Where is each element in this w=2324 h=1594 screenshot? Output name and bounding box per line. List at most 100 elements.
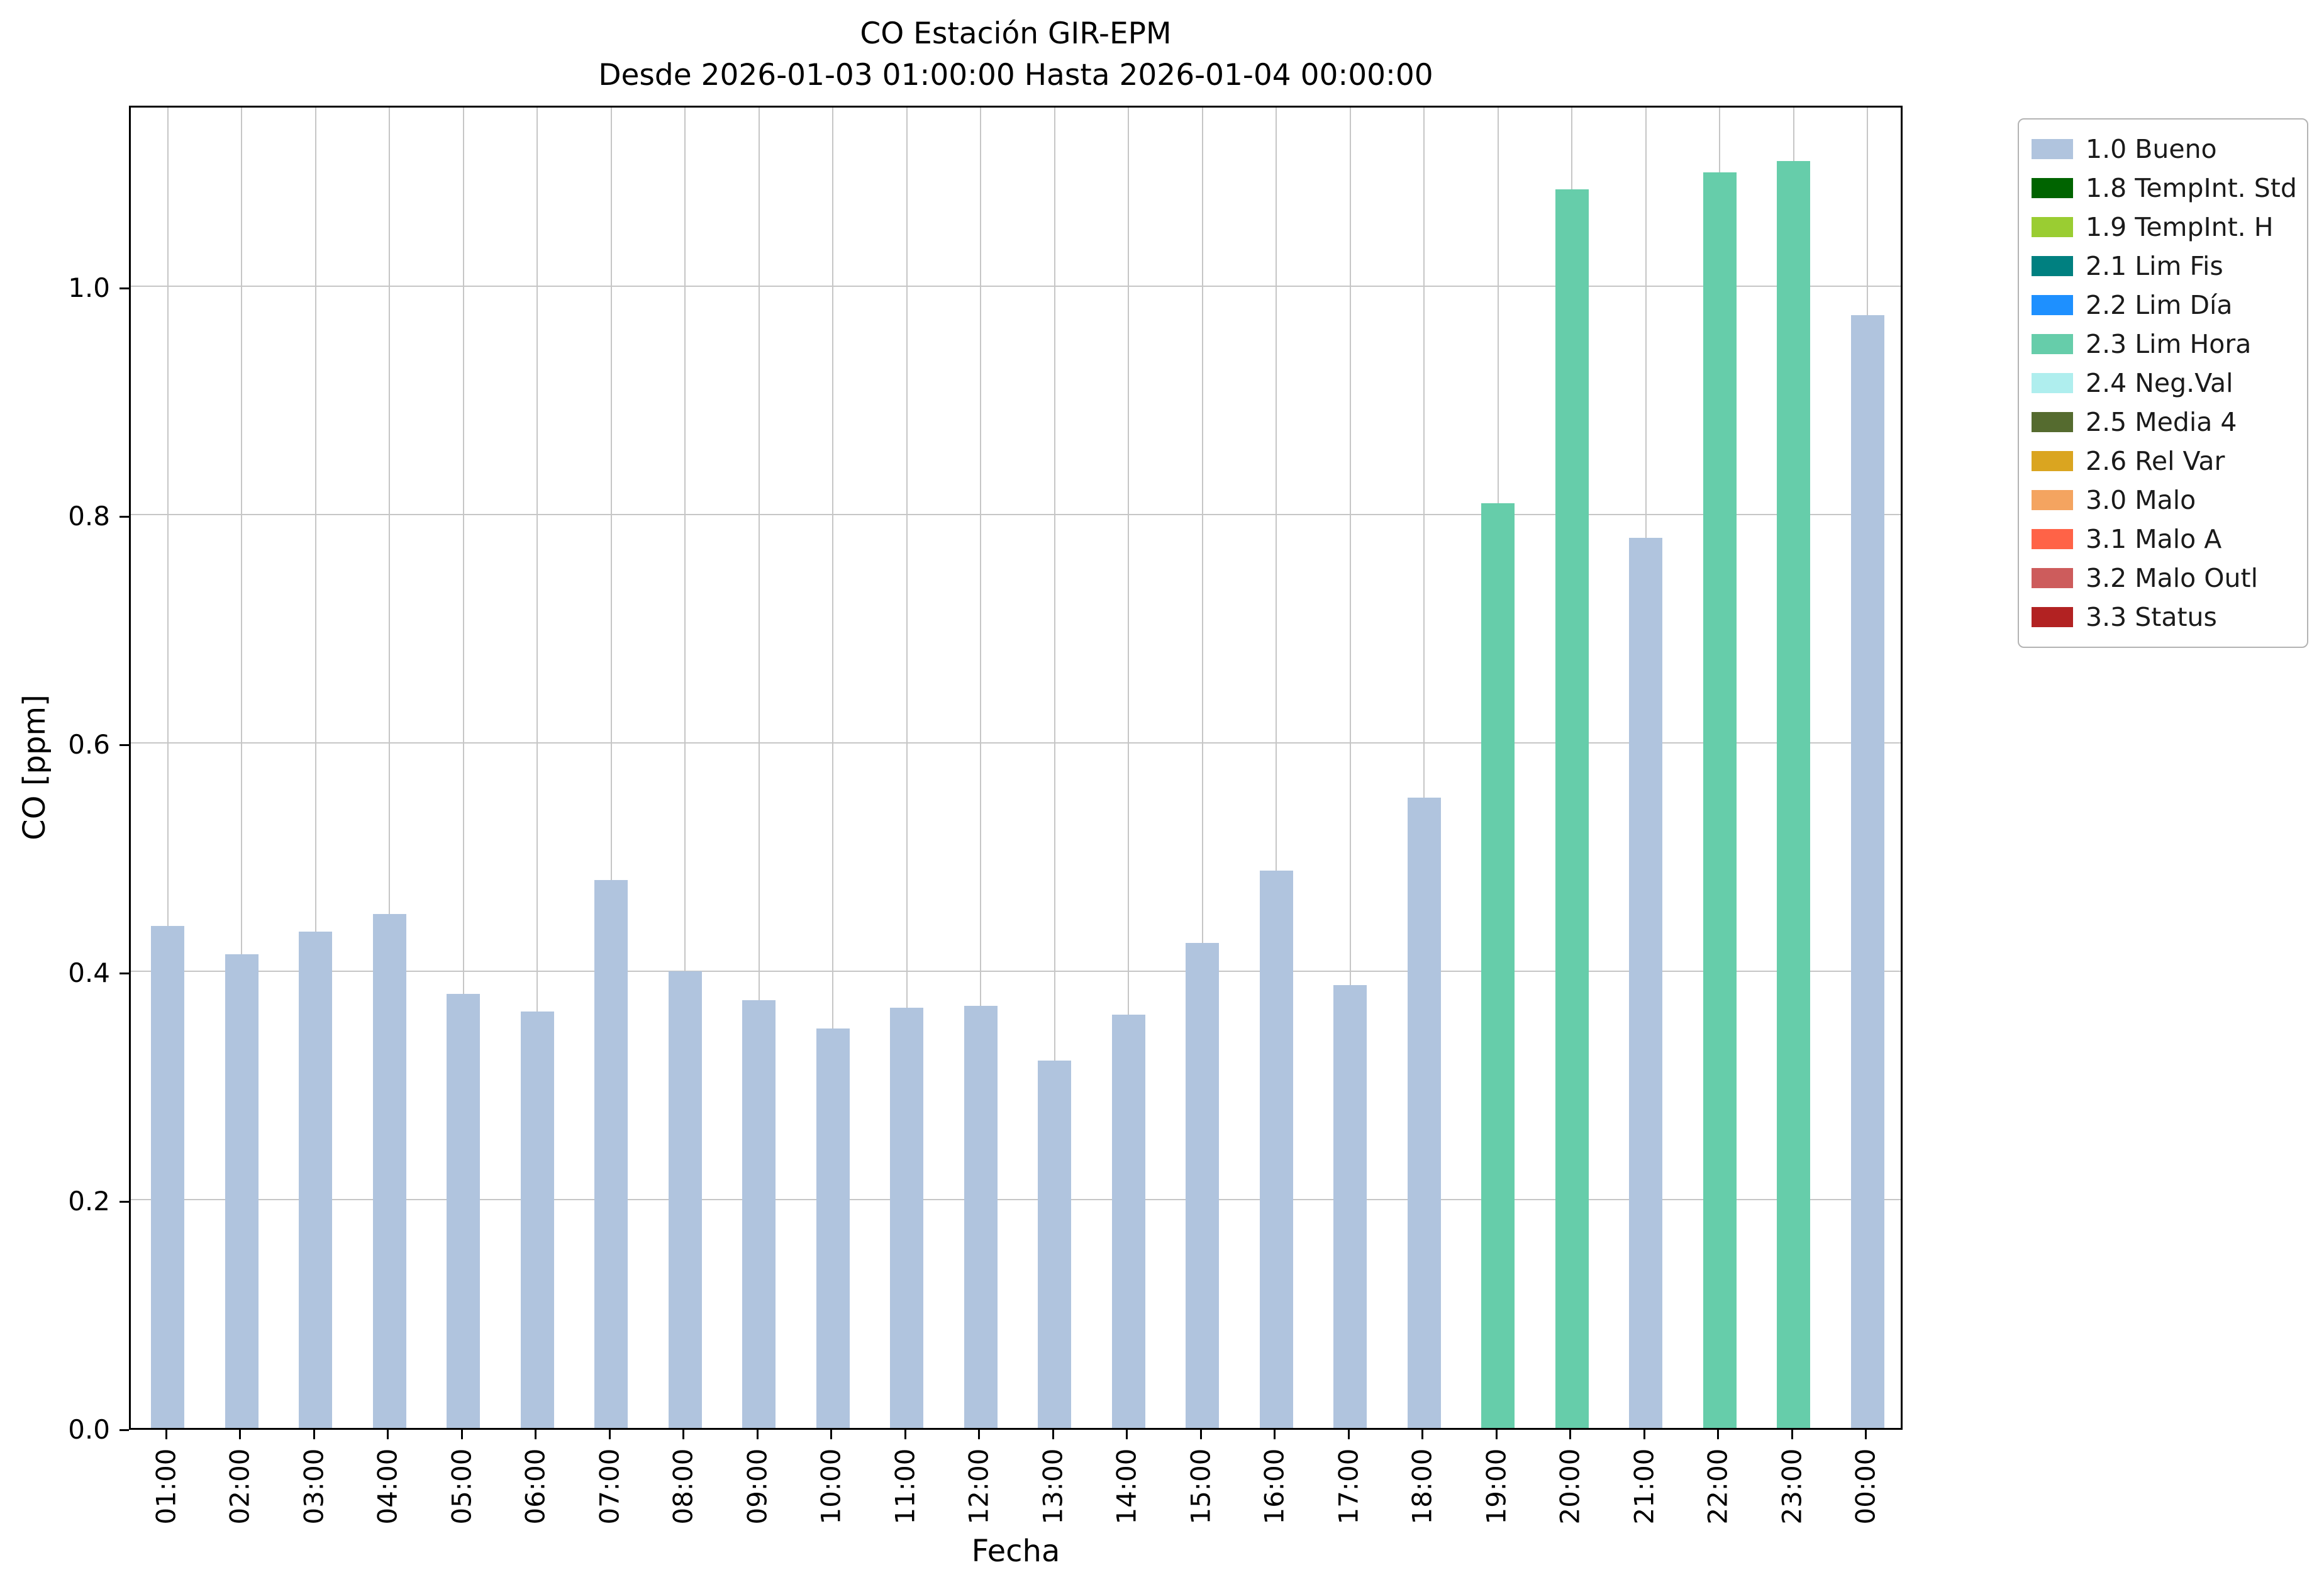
x-tick-label: 22:00 [1702,1448,1733,1525]
x-tick-mark [387,1430,389,1439]
bar-18:00 [1407,798,1441,1428]
legend-swatch [2032,334,2073,354]
legend-swatch [2032,178,2073,198]
vertical-gridline [1128,108,1130,1428]
vertical-gridline [1054,108,1055,1428]
x-tick-label: 05:00 [446,1448,477,1525]
x-tick-label: 14:00 [1111,1448,1142,1525]
vertical-gridline [980,108,982,1428]
x-tick-label: 02:00 [224,1448,255,1525]
bar-21:00 [1629,537,1663,1428]
plot-area [129,106,1903,1430]
legend-label: 3.2 Malo Outl [2086,563,2258,593]
chart-subtitle: Desde 2026-01-03 01:00:00 Hasta 2026-01-… [598,58,1433,92]
x-tick-label: 21:00 [1628,1448,1660,1525]
y-tick-label: 0.4 [68,957,110,989]
horizontal-gridline [131,1199,1901,1201]
x-tick-mark [756,1430,759,1439]
legend-item: 3.1 Malo A [2032,520,2294,559]
bar-07:00 [594,879,628,1428]
vertical-gridline [1201,108,1203,1428]
x-tick-mark [165,1430,167,1439]
bar-16:00 [1259,871,1293,1428]
bar-20:00 [1555,189,1589,1428]
legend-item: 3.3 Status [2032,598,2294,637]
x-tick-mark [239,1430,242,1439]
x-tick-label: 19:00 [1481,1448,1512,1525]
legend-swatch [2032,529,2073,549]
x-tick-label: 18:00 [1406,1448,1438,1525]
x-tick-mark [1569,1430,1572,1439]
legend-label: 2.1 Lim Fis [2086,251,2223,281]
vertical-gridline [537,108,538,1428]
y-tick-mark [120,973,129,975]
legend-item: 2.5 Media 4 [2032,403,2294,442]
x-tick-mark [1865,1430,1867,1439]
y-tick-label: 0.6 [68,729,110,761]
vertical-gridline [241,108,243,1428]
legend-swatch [2032,607,2073,627]
y-tick-label: 1.0 [68,272,110,304]
x-tick-mark [460,1430,463,1439]
y-tick-label: 0.8 [68,501,110,532]
x-tick-label: 13:00 [1037,1448,1069,1525]
legend: 1.0 Bueno 1.8 TempInt. Std 1.9 TempInt. H 2… [2018,118,2308,648]
y-tick-label: 0.2 [68,1186,110,1217]
legend-swatch [2032,568,2073,588]
legend-swatch [2032,256,2073,276]
legend-swatch [2032,139,2073,159]
legend-item: 2.2 Lim Día [2032,286,2294,325]
vertical-gridline [906,108,908,1428]
legend-swatch [2032,451,2073,471]
x-tick-label: 10:00 [815,1448,847,1525]
x-tick-label: 03:00 [298,1448,330,1525]
legend-swatch [2032,295,2073,315]
horizontal-gridline [131,286,1901,287]
x-tick-label: 15:00 [1185,1448,1216,1525]
bar-17:00 [1333,984,1367,1428]
vertical-gridline [1349,108,1351,1428]
x-tick-mark [830,1430,833,1439]
chart-title: CO Estación GIR-EPM [860,16,1172,51]
x-tick-mark [1495,1430,1498,1439]
bar-10:00 [816,1028,850,1428]
vertical-gridline [389,108,391,1428]
legend-swatch [2032,373,2073,393]
x-tick-mark [313,1430,315,1439]
y-tick-label: 0.0 [68,1414,110,1445]
bar-03:00 [299,931,333,1428]
horizontal-gridline [131,742,1901,744]
x-tick-label: 00:00 [1850,1448,1881,1525]
x-tick-mark [1052,1430,1054,1439]
x-tick-mark [1717,1430,1720,1439]
x-tick-label: 17:00 [1333,1448,1364,1525]
legend-label: 3.3 Status [2086,602,2217,632]
legend-label: 1.9 TempInt. H [2086,212,2274,242]
horizontal-gridline [131,971,1901,973]
bar-00:00 [1850,315,1884,1428]
legend-item: 1.9 TempInt. H [2032,208,2294,247]
x-tick-label: 06:00 [520,1448,551,1525]
legend-item: 1.8 TempInt. Std [2032,169,2297,208]
legend-item: 3.0 Malo [2032,481,2294,520]
legend-item: 2.4 Neg.Val [2032,364,2294,403]
legend-item: 2.6 Rel Var [2032,442,2294,481]
bar-01:00 [151,925,185,1428]
y-tick-mark [120,1429,129,1431]
bar-05:00 [447,994,481,1428]
legend-swatch [2032,217,2073,237]
legend-item: 2.1 Lim Fis [2032,247,2294,286]
x-tick-mark [1199,1430,1202,1439]
x-tick-label: 20:00 [1554,1448,1586,1525]
x-tick-label: 12:00 [963,1448,994,1525]
legend-label: 3.0 Malo [2086,485,2196,515]
x-tick-label: 16:00 [1259,1448,1290,1525]
legend-label: 1.8 TempInt. Std [2086,173,2297,203]
y-tick-mark [120,1201,129,1203]
bar-19:00 [1481,503,1515,1428]
x-tick-mark [682,1430,685,1439]
bar-23:00 [1777,160,1811,1428]
bar-14:00 [1111,1015,1145,1428]
bar-06:00 [520,1011,554,1428]
